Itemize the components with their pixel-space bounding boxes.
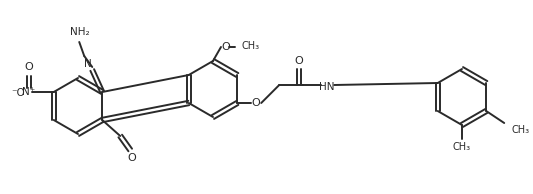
Text: NH₂: NH₂ bbox=[70, 27, 90, 37]
Text: N⁺: N⁺ bbox=[22, 87, 35, 97]
Text: O: O bbox=[295, 56, 304, 66]
Text: CH₃: CH₃ bbox=[511, 125, 529, 135]
Text: O: O bbox=[252, 98, 261, 108]
Text: HN: HN bbox=[319, 82, 335, 92]
Text: N: N bbox=[84, 59, 92, 69]
Text: ⁻O: ⁻O bbox=[11, 88, 25, 98]
Text: O: O bbox=[222, 42, 230, 52]
Text: CH₃: CH₃ bbox=[453, 142, 471, 152]
Text: CH₃: CH₃ bbox=[242, 41, 260, 51]
Text: O: O bbox=[25, 62, 33, 72]
Text: O: O bbox=[128, 153, 136, 163]
